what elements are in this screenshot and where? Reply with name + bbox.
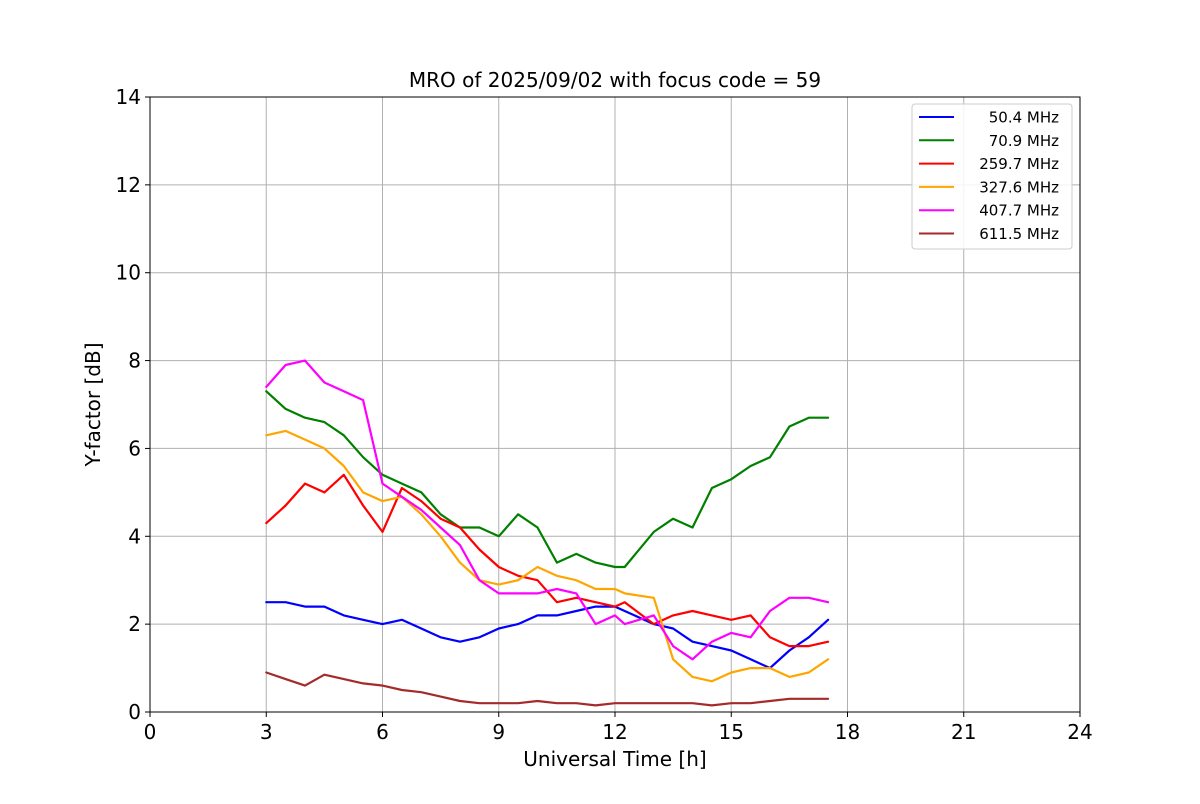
series-line-2 bbox=[265, 390, 830, 569]
series-group bbox=[265, 359, 830, 707]
y-tick-label: 4 bbox=[128, 524, 141, 548]
legend: 50.4 MHz 70.9 MHz 259.7 MHz 327.6 MHz 407.7 … bbox=[911, 103, 1073, 250]
x-tick-label: 3 bbox=[260, 720, 273, 744]
x-tick-label: 6 bbox=[376, 720, 389, 744]
x-tick-label: 21 bbox=[951, 720, 976, 744]
legend-label: 50.4 MHz bbox=[989, 109, 1059, 127]
x-tick-label: 24 bbox=[1067, 720, 1092, 744]
legend-label: 611.5 MHz bbox=[979, 225, 1059, 243]
x-tick-label: 12 bbox=[602, 720, 627, 744]
chart-title: MRO of 2025/09/02 with focus code = 59 bbox=[409, 68, 821, 92]
series-line-6 bbox=[265, 671, 830, 707]
series-line-4 bbox=[265, 429, 830, 683]
series-line-5 bbox=[265, 359, 830, 661]
x-axis-label: Universal Time [h] bbox=[523, 747, 706, 771]
series-line-1 bbox=[265, 601, 830, 670]
y-tick-label: 10 bbox=[116, 261, 141, 285]
x-tick-label: 9 bbox=[492, 720, 505, 744]
y-tick-label: 8 bbox=[128, 349, 141, 373]
x-tick-label: 18 bbox=[835, 720, 860, 744]
y-tick-label: 0 bbox=[128, 700, 141, 724]
y-tick-label: 14 bbox=[116, 85, 141, 109]
y-tick-label: 2 bbox=[128, 612, 141, 636]
legend-label: 327.6 MHz bbox=[979, 178, 1059, 196]
y-axis-label: Y-factor [dB] bbox=[81, 342, 105, 467]
y-tick-label: 6 bbox=[128, 436, 141, 460]
legend-label: 407.7 MHz bbox=[979, 202, 1059, 220]
x-tick-label: 0 bbox=[144, 720, 157, 744]
x-tick-label: 15 bbox=[719, 720, 744, 744]
y-tick-label: 12 bbox=[116, 173, 141, 197]
legend-label: 259.7 MHz bbox=[979, 155, 1059, 173]
legend-label: 70.9 MHz bbox=[989, 132, 1059, 150]
